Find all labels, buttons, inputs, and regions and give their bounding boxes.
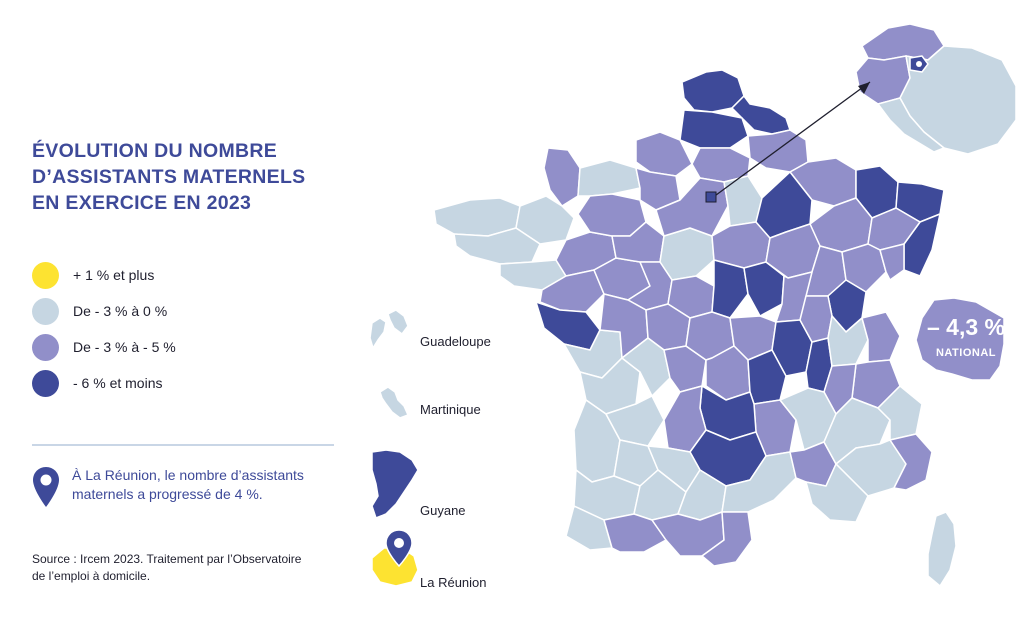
legend-swatch-light: [32, 297, 59, 325]
legend-label: De - 3 % à 0 %: [73, 303, 168, 319]
guadeloupe-shape: [369, 309, 409, 349]
legend-item-minus3-5: De - 3 % à - 5 %: [32, 329, 176, 365]
label-martinique: Martinique: [420, 402, 481, 417]
title-line-3: EN EXERCICE EN 2023: [32, 192, 252, 214]
map-title: ÉVOLUTION DU NOMBRE D’ASSISTANTS MATERNE…: [32, 138, 362, 216]
label-reunion: La Réunion: [420, 575, 487, 590]
legend-item-minus6: - 6 % et moins: [32, 365, 176, 401]
inset-callout-line: [711, 81, 871, 199]
legend-item-minus3-0: De - 3 % à 0 %: [32, 293, 176, 329]
title-line-1: ÉVOLUTION DU NOMBRE: [32, 140, 278, 162]
legend-label: - 6 % et moins: [73, 375, 163, 391]
source-note: Source : Ircem 2023. Traitement par l’Ob…: [32, 551, 352, 585]
legend-swatch-dark: [32, 369, 59, 397]
national-value: – 4,3 %: [927, 314, 1005, 340]
source-line-2: de l’emploi à domicile.: [32, 569, 151, 583]
reunion-pin-icon: [385, 529, 413, 568]
legend-label: De - 3 % à - 5 %: [73, 339, 176, 355]
source-line-1: Source : Ircem 2023. Traitement par l’Ob…: [32, 552, 302, 566]
label-guadeloupe: Guadeloupe: [420, 334, 491, 349]
reunion-note-text: À La Réunion, le nombre d’assistants mat…: [72, 466, 342, 504]
label-guyane: Guyane: [420, 503, 466, 518]
legend: + 1 % et plus De - 3 % à 0 % De - 3 % à …: [32, 257, 176, 401]
legend-swatch-yellow: [32, 261, 59, 289]
legend-label: + 1 % et plus: [73, 267, 155, 283]
title-line-2: D’ASSISTANTS MATERNELS: [32, 166, 306, 188]
map-pin-icon: [33, 467, 59, 507]
reunion-note-line-2: maternels a progressé de 4 %.: [72, 486, 263, 502]
martinique-shape: [379, 386, 409, 419]
divider: [32, 444, 334, 446]
national-label: NATIONAL: [935, 347, 996, 359]
legend-swatch-mid: [32, 333, 59, 361]
guyane-shape: [371, 449, 419, 519]
legend-item-plus1: + 1 % et plus: [32, 257, 176, 293]
reunion-note-line-1: À La Réunion, le nombre d’assistants: [72, 467, 304, 483]
reunion-note: À La Réunion, le nombre d’assistants mat…: [32, 466, 342, 508]
